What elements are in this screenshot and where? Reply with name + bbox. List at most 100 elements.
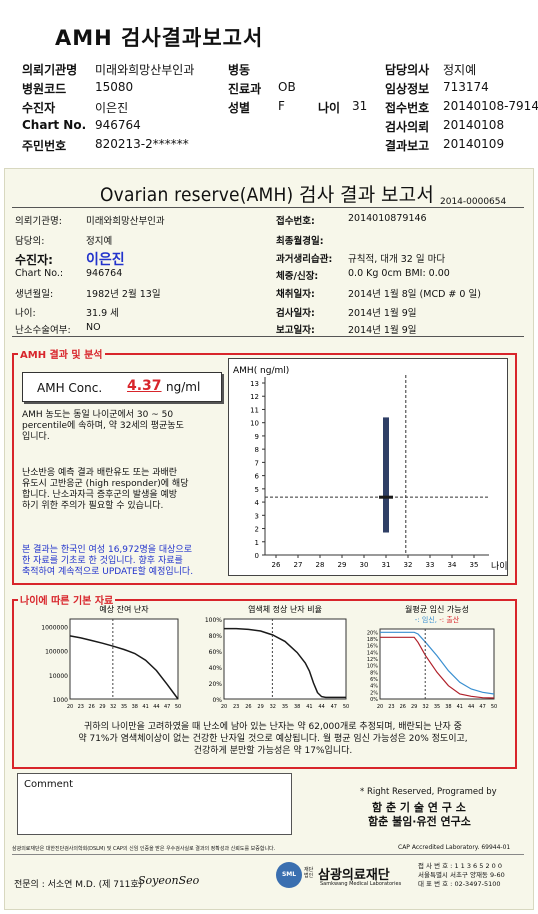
x-tick-label: 26 bbox=[400, 704, 406, 710]
text-line: 귀하의 나이만을 고려하였을 때 난소에 남아 있는 난자는 약 62,000개… bbox=[84, 722, 462, 732]
field-label: 담당의: bbox=[15, 236, 45, 247]
x-tick-label: 23 bbox=[388, 704, 394, 710]
contact-block: 접 사 번 호 : 1 1 3 6 5 2 0 0 서울특별시 서초구 양재동 … bbox=[418, 862, 526, 889]
x-tick-label: 44 bbox=[318, 704, 324, 710]
amh-conc-unit: ng/ml bbox=[166, 380, 201, 394]
y-tick-label: 10 bbox=[250, 420, 259, 428]
age-summary-text: 귀하의 나이만을 고려하였을 때 난소에 남아 있는 난자는 약 62,000개… bbox=[28, 721, 518, 757]
x-tick-label: 26 bbox=[88, 704, 94, 710]
field-label: Chart No.: bbox=[15, 268, 64, 279]
x-tick-label: 44 bbox=[468, 704, 474, 710]
x-axis-label: 나이 bbox=[491, 561, 508, 572]
header-value: 15080 bbox=[95, 80, 134, 94]
report-number: 2014-0000654 bbox=[440, 197, 507, 207]
x-tick-label: 27 bbox=[294, 561, 303, 569]
y-tick-label: 7 bbox=[255, 459, 259, 467]
text-line: 입니다. bbox=[22, 432, 50, 442]
header-label: 성별 bbox=[228, 101, 251, 115]
text-line: percentile에 속하며, 약 32세의 평균농도 bbox=[22, 421, 184, 431]
legend-item-pregnancy: -: 임신, bbox=[415, 615, 439, 624]
y-tick-label: 20% bbox=[209, 681, 223, 688]
oocyte-chart-panel: 예상 잔여 난자 1000000 100000 10000 1000 20 23 26 29 32… bbox=[30, 603, 182, 718]
text-line: 한 자료를 기초로 한 것입니다. 향후 자료를 bbox=[22, 556, 183, 566]
text-line: 하기 위한 주의가 필요할 수 있습니다. bbox=[22, 501, 164, 511]
header-label: 진료과 bbox=[228, 82, 262, 96]
field-value: 2014년 1월 9일 bbox=[348, 325, 417, 336]
y-tick-label: 12% bbox=[367, 657, 378, 663]
header-label: Chart No. bbox=[22, 118, 87, 132]
y-tick-label: 40% bbox=[209, 665, 223, 672]
x-tick-label: 35 bbox=[121, 704, 127, 710]
amh-percentile-text: AMH 농도는 동일 나이군에서 30 ~ 50 percentile에 속하며… bbox=[22, 410, 227, 443]
sml-logo: SML bbox=[276, 862, 302, 888]
contact-line: 접 사 번 호 : 1 1 3 6 5 2 0 0 bbox=[418, 862, 502, 870]
text-line: 건강하게 분만할 가능성은 약 17%입니다. bbox=[193, 746, 353, 756]
field-label: 검사일자: bbox=[276, 308, 315, 319]
chromosome-series-line bbox=[224, 627, 346, 699]
cap-text: CAP Accredited Laboratory. 69944-01 bbox=[398, 844, 511, 851]
x-tick-label: 28 bbox=[316, 561, 325, 569]
legend: -: 임신, -: 출산 bbox=[415, 615, 460, 624]
x-tick-label: 26 bbox=[245, 704, 251, 710]
y-tick-label: 6% bbox=[370, 677, 378, 683]
x-tick-label: 23 bbox=[78, 704, 84, 710]
contact-line: 서울특별시 서초구 양재동 9-60 bbox=[418, 871, 505, 879]
y-tick-label: 0% bbox=[212, 697, 222, 704]
amh-response-text: 난소반응 예측 결과 배란유도 또는 과배란 유도시 고반응군 (high re… bbox=[22, 468, 227, 512]
x-tick-label: 50 bbox=[491, 704, 497, 710]
doctor-signature: SoyeonSeo bbox=[138, 874, 200, 887]
y-tick-label: 8% bbox=[370, 670, 378, 676]
x-tick-label: 41 bbox=[457, 704, 463, 710]
header-value: OB bbox=[278, 80, 296, 94]
comment-label: Comment bbox=[24, 779, 73, 790]
y-tick-label: 13 bbox=[250, 380, 259, 388]
y-tick-label: 100% bbox=[205, 617, 222, 624]
header-value: 20140108 bbox=[443, 118, 505, 132]
text-line: 유도시 고반응군 (high responder)에 해당 bbox=[22, 479, 189, 489]
x-tick-label: 29 bbox=[257, 704, 263, 710]
header-value: 820213-2****** bbox=[95, 137, 189, 151]
x-tick-label: 33 bbox=[426, 561, 435, 569]
chromosome-chart-panel: 염색체 정상 난자 비율 100% 80% 60% 40% 20% 0% 20 23 26 29 32… bbox=[200, 603, 352, 718]
x-tick-label: 35 bbox=[434, 704, 440, 710]
header-value: 미래와희망산부인과 bbox=[95, 63, 195, 77]
y-tick-label: 1000 bbox=[53, 697, 68, 704]
field-label: 보고일자: bbox=[276, 325, 315, 336]
series-line-birth bbox=[380, 636, 495, 699]
doctor-name: 전문의 : 서소연 M.D. (제 711호) bbox=[14, 880, 143, 890]
field-value: 2014년 1월 8일 (MCD # 0 일) bbox=[348, 289, 481, 300]
field-label: 접수번호: bbox=[276, 216, 315, 227]
y-tick-label: 0% bbox=[370, 697, 378, 703]
chart-title: 월평균 임신 가능성 bbox=[405, 604, 469, 614]
x-tick-label: 41 bbox=[142, 704, 148, 710]
x-tick-label: 41 bbox=[306, 704, 312, 710]
plot-area bbox=[69, 618, 179, 700]
x-tick-label: 29 bbox=[99, 704, 105, 710]
pregnancy-chart-panel: 월평균 임신 가능성 -: 임신, -: 출산 20% 18% 16% 14% 12% 10%… bbox=[352, 603, 512, 718]
x-tick-label: 20 bbox=[221, 704, 227, 710]
report-title: Ovarian reserve(AMH) 검사 결과 보고서 bbox=[100, 184, 435, 206]
divider bbox=[12, 854, 524, 855]
y-tick-label: 10000 bbox=[49, 673, 68, 680]
x-tick-label: 31 bbox=[382, 561, 391, 569]
y-tick-label: 100000 bbox=[45, 649, 68, 656]
y-tick-label: 60% bbox=[209, 649, 223, 656]
normal-chromosome-chart: 염색체 정상 난자 비율 100% 80% 60% 40% 20% 0%20 23 26 29 32… bbox=[205, 604, 349, 710]
contact-line: 대 표 번 호 : 02-3497-5100 bbox=[418, 880, 501, 888]
text-line: 축적하여 계속적으로 UPDATE할 예정입니다. bbox=[22, 567, 194, 577]
field-value: 2014010879146 bbox=[348, 213, 427, 224]
x-tick-label: 35 bbox=[282, 704, 288, 710]
field-value: 2014년 1월 9일 bbox=[348, 308, 417, 319]
age-label: 나이 bbox=[318, 101, 341, 115]
header-value: 이은진 bbox=[95, 101, 129, 115]
y-tick-label: 2 bbox=[255, 526, 259, 534]
x-tick-label: 35 bbox=[470, 561, 479, 569]
header-value: F bbox=[278, 99, 285, 113]
field-label: 체중/신장: bbox=[276, 271, 319, 282]
header-label: 검사의뢰 bbox=[385, 120, 430, 134]
field-label: 의뢰기관명: bbox=[15, 216, 62, 227]
y-axis-label: AMH( ng/ml) bbox=[233, 366, 289, 376]
field-value: 0.0 Kg 0cm BMI: 0.00 bbox=[348, 268, 450, 279]
amh-data-note: 본 결과는 한국인 여성 16,972명을 대상으로 한 자료를 기초로 한 것… bbox=[22, 545, 232, 578]
logo-text: 삼광의료재단 bbox=[318, 868, 390, 883]
